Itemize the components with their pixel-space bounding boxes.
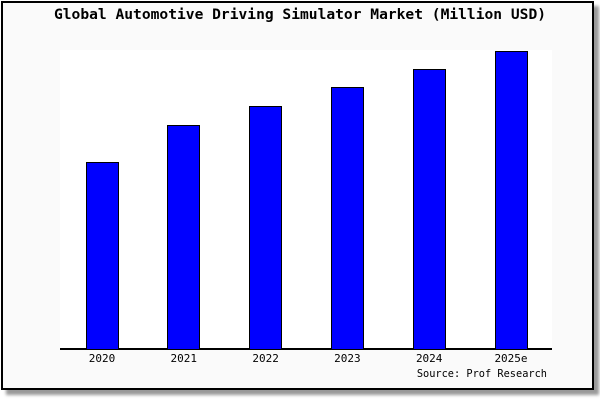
bar-2025e [494, 51, 528, 350]
plot-area [60, 50, 552, 350]
x-tick-label-2023: 2023 [334, 352, 361, 365]
x-tick-label-2025e: 2025e [494, 352, 528, 365]
x-tick-label-2022: 2022 [252, 352, 279, 365]
chart-title: Global Automotive Driving Simulator Mark… [53, 6, 547, 23]
bar-2021 [167, 125, 201, 350]
source-caption: Source: Prof Research [416, 368, 547, 380]
x-tick-label-2024: 2024 [415, 352, 443, 365]
bar-2023 [330, 87, 364, 350]
bar-2020 [85, 162, 119, 350]
bar-2022 [249, 106, 283, 350]
x-tick-label-2021: 2021 [170, 352, 198, 365]
x-tick-label-2020: 2020 [88, 352, 116, 365]
bar-2024 [412, 69, 446, 350]
